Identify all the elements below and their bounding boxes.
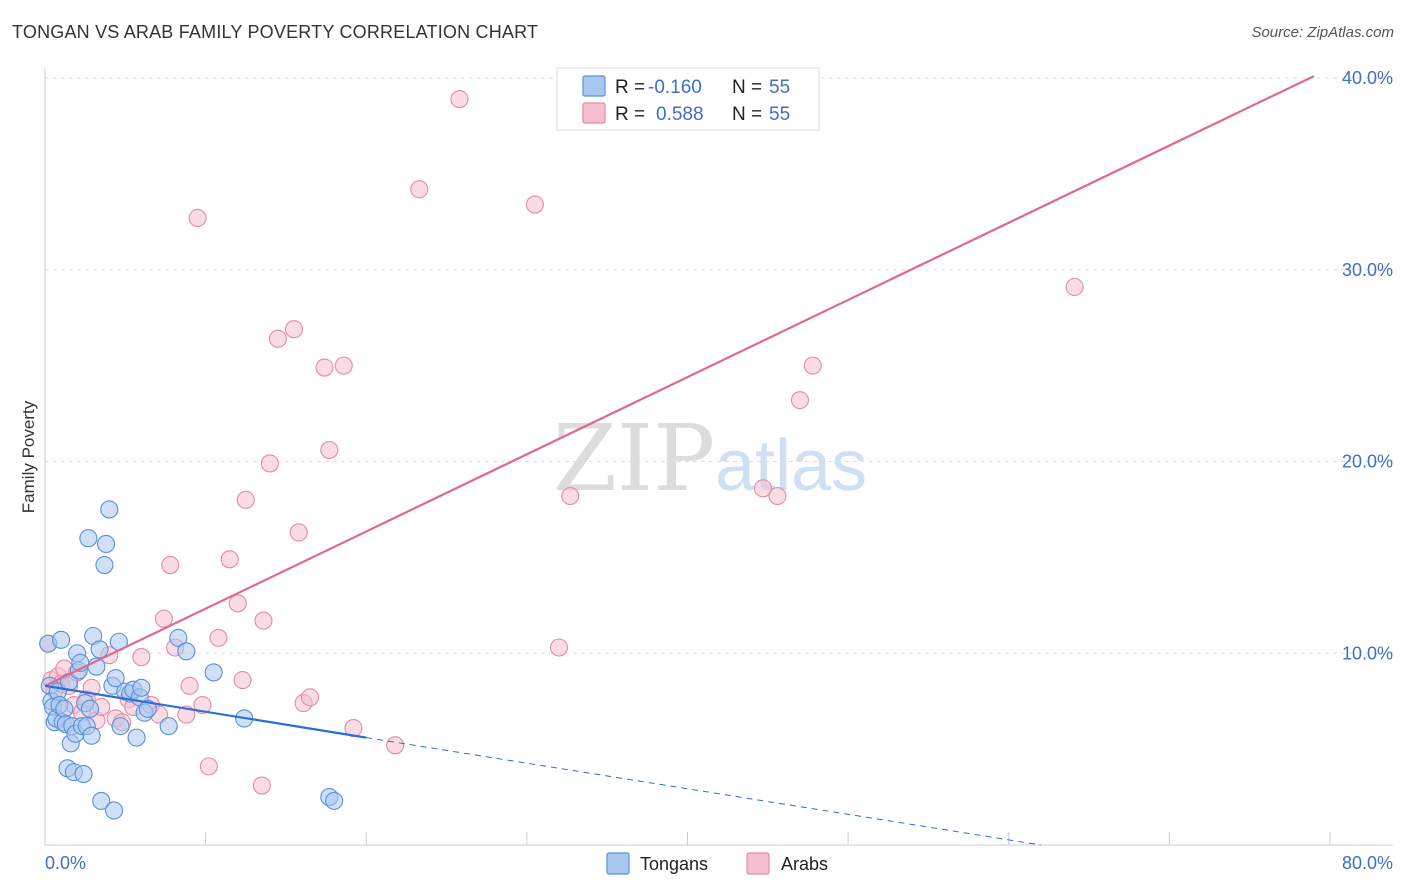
arab-point-28	[193, 695, 212, 715]
arab-point-39	[284, 320, 304, 339]
tongan-point-34	[100, 500, 119, 519]
legend-r-value-arabs: 0.588	[656, 104, 704, 125]
tongan-point-45	[132, 678, 151, 697]
tongan-trend-extension	[366, 737, 1041, 846]
y-tick-label-40: 40.0%	[1342, 68, 1393, 88]
legend-n-value-arabs: 55	[769, 104, 790, 125]
arab-point-35	[252, 776, 271, 795]
arab-point-31	[220, 550, 239, 569]
legend-r-label-arabs: R =	[615, 104, 645, 125]
watermark-zip: ZIP	[553, 405, 715, 512]
tongan-point-22	[74, 765, 93, 784]
y-axis-label: Family Poverty	[19, 400, 38, 513]
tongan-point-54	[325, 791, 344, 810]
arab-point-43	[315, 358, 334, 377]
arab-trend-line	[44, 75, 1315, 687]
tongan-point-36	[105, 801, 124, 820]
arab-point-55	[790, 391, 809, 410]
tongan-point-49	[169, 628, 188, 647]
tongan-point-31	[92, 791, 111, 810]
arab-point-36	[254, 611, 273, 630]
tongan-point-47	[138, 699, 157, 718]
gridlines	[45, 77, 1393, 654]
arab-point-23	[161, 555, 180, 575]
x-tick-label-min: 0.0%	[45, 853, 86, 873]
legend-r-value-tongans: -0.160	[648, 77, 702, 98]
x-tick-label-max: 80.0%	[1342, 853, 1393, 873]
tongan-point-25	[79, 529, 98, 548]
y-tick-label-20: 20.0%	[1342, 452, 1393, 472]
arab-point-45	[334, 356, 353, 375]
arab-point-54	[768, 486, 787, 506]
bottom-legend-swatch-arabs	[746, 852, 770, 875]
chart-title: TONGAN VS ARAB FAMILY POVERTY CORRELATIO…	[12, 22, 539, 42]
legend-swatch-tongans	[582, 75, 606, 97]
tongan-point-27	[82, 726, 101, 745]
arab-point-56	[803, 356, 822, 375]
arab-point-30	[209, 628, 228, 647]
y-tick-labels: 10.0% 20.0% 30.0% 40.0%	[1342, 68, 1393, 663]
tongan-points	[39, 500, 344, 820]
tongan-point-39	[111, 717, 130, 736]
arab-point-29	[199, 757, 218, 776]
tongan-point-8	[52, 630, 71, 649]
arab-point-50	[525, 195, 544, 214]
arab-point-32	[228, 594, 247, 613]
arab-point-47	[386, 736, 405, 755]
legend-n-label-tongans: N =	[732, 77, 762, 98]
arab-point-51	[549, 638, 569, 657]
arab-point-49	[450, 90, 469, 109]
arab-point-40	[289, 523, 308, 542]
legend-n-label-arabs: N =	[732, 104, 762, 125]
tongan-point-10	[55, 699, 74, 718]
y-tick-label-30: 30.0%	[1342, 260, 1393, 280]
tongan-point-51	[204, 663, 223, 682]
arab-point-42	[300, 688, 320, 707]
arab-point-44	[320, 440, 339, 460]
tongan-point-37	[106, 669, 125, 688]
arab-point-48	[410, 180, 429, 199]
bottom-legend-swatch-tongans	[606, 852, 630, 875]
tongan-point-50	[177, 642, 196, 661]
arab-point-38	[268, 329, 287, 348]
arab-point-27	[188, 208, 207, 228]
x-tick-marks	[205, 832, 1331, 845]
arab-point-57	[1065, 277, 1084, 297]
tongan-point-32	[95, 555, 114, 575]
watermark-atlas: atlas	[715, 426, 867, 506]
legend-r-label-tongans: R =	[615, 77, 645, 98]
arab-point-52	[561, 486, 580, 506]
arab-point-37	[260, 454, 279, 473]
tongan-point-26	[80, 699, 100, 718]
legend-swatch-arabs	[582, 102, 606, 124]
bottom-legend-label-arabs: Arabs	[781, 854, 828, 874]
correlation-legend: R = -0.160 N = 55 R = 0.588 N = 55	[556, 67, 820, 131]
arab-point-22	[154, 609, 173, 628]
tongan-point-43	[127, 728, 146, 747]
tongan-trend-line	[44, 684, 367, 739]
arab-point-19	[132, 648, 151, 667]
source-label: Source: ZipAtlas.com	[1251, 24, 1394, 41]
tongan-point-33	[96, 534, 116, 554]
arab-point-26	[180, 676, 199, 695]
arab-point-53	[753, 479, 773, 498]
bottom-legend-label-tongans: Tongans	[640, 854, 708, 874]
legend-n-value-tongans: 55	[769, 77, 790, 98]
series-legend: Tongans Arabs	[606, 852, 828, 875]
arab-point-33	[233, 671, 252, 690]
y-tick-label-10: 10.0%	[1342, 643, 1393, 663]
arab-point-34	[236, 490, 255, 509]
tongan-point-30	[90, 640, 109, 659]
tongan-point-48	[159, 717, 178, 736]
